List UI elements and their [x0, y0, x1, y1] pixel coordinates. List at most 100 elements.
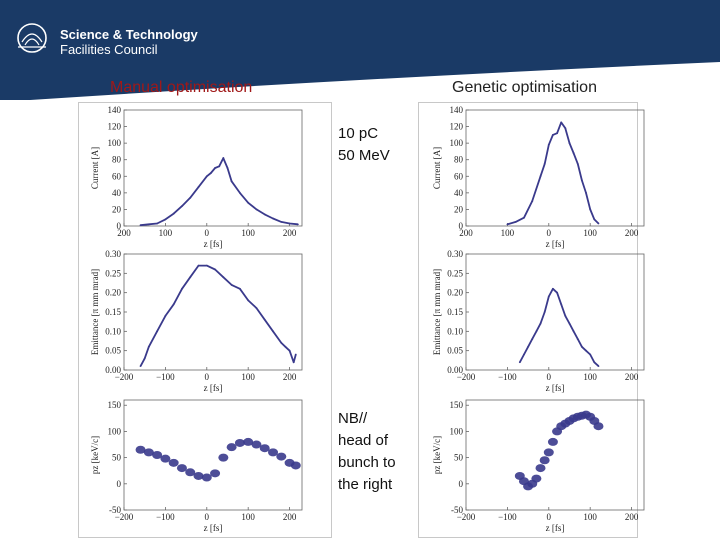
y-tick-label: 100 [450, 138, 464, 148]
y-tick-label: 100 [108, 426, 122, 436]
data-point [568, 142, 571, 145]
data-point [296, 223, 299, 226]
data-point [181, 287, 183, 290]
y-tick-label: 0.15 [447, 307, 463, 317]
scatter-point [268, 448, 279, 457]
manual-emittance-chart: 0.00 0.05 0.10 0.15 0.20 0.25 0.30 −200 −100 0 100… [90, 249, 303, 393]
data-point [523, 353, 525, 356]
x-tick-label: 200 [283, 372, 297, 382]
data-point [272, 217, 274, 220]
y-tick-label: 0 [117, 479, 122, 489]
direction-note: NB// head of bunch to the right [338, 408, 396, 496]
y-tick-label: 40 [454, 188, 464, 198]
data-point [585, 191, 587, 194]
y-tick-label: 0.20 [105, 288, 121, 298]
x-tick-label: 0 [547, 512, 552, 522]
x-tick-label: −100 [498, 372, 517, 382]
data-point [197, 264, 200, 267]
data-point [535, 330, 538, 333]
plot-frame [123, 253, 303, 371]
scatter-point [539, 456, 550, 465]
scatter-point [234, 438, 245, 447]
data-point [139, 224, 142, 227]
y-tick-label: 120 [108, 122, 122, 132]
y-axis-label: Current [A] [90, 147, 100, 189]
scatter-point [218, 453, 229, 462]
data-point [189, 276, 192, 279]
data-point [539, 175, 542, 178]
x-axis-label: z [fs] [546, 239, 565, 249]
data-point [230, 180, 233, 183]
data-point [205, 175, 208, 178]
data-point [284, 345, 287, 348]
y-tick-label: 0.15 [105, 307, 121, 317]
x-axis-label: z [fs] [204, 383, 223, 393]
x-tick-label: −200 [115, 372, 134, 382]
data-point [560, 121, 563, 124]
scatter-point [185, 468, 196, 477]
plot-frame [465, 109, 645, 227]
data-point [164, 218, 167, 221]
series-line [140, 157, 298, 227]
data-point [239, 287, 241, 290]
data-point [280, 342, 283, 344]
data-point [564, 127, 567, 130]
x-axis-label: z [fs] [204, 523, 223, 533]
y-tick-label: 100 [108, 138, 122, 148]
data-point [585, 349, 587, 352]
data-point [543, 162, 546, 165]
data-point [210, 172, 212, 174]
genetic-heading: Genetic optimisation [452, 79, 597, 96]
x-tick-label: 100 [159, 228, 173, 238]
data-point [593, 361, 596, 364]
series-line [507, 121, 600, 226]
y-tick-label: 0.20 [447, 288, 463, 298]
x-tick-label: 0 [547, 372, 552, 382]
data-point [593, 218, 596, 221]
y-tick-label: 0.30 [447, 249, 463, 259]
data-point [589, 353, 592, 356]
data-point [263, 213, 266, 216]
scatter-point [243, 437, 254, 446]
data-point [218, 165, 221, 168]
data-point [255, 208, 258, 211]
direction-line-3: bunch to [338, 454, 396, 471]
plot-frame [465, 399, 645, 511]
y-tick-label: 150 [108, 400, 122, 410]
y-tick-label: 0.25 [105, 268, 121, 278]
y-tick-label: 0.05 [105, 346, 121, 356]
data-point [547, 143, 550, 146]
x-axis-label: z [fs] [546, 523, 565, 533]
data-point [139, 365, 142, 368]
y-tick-label: 140 [450, 105, 464, 115]
y-tick-label: 20 [454, 204, 464, 214]
data-point [572, 152, 575, 154]
y-tick-label: 0.00 [105, 365, 121, 375]
data-point [292, 361, 295, 364]
y-tick-label: 50 [112, 453, 122, 463]
scatter-point [535, 464, 546, 473]
y-tick-label: 60 [454, 171, 464, 181]
y-tick-label: 20 [112, 204, 122, 214]
data-point [172, 303, 175, 306]
data-point [514, 220, 517, 223]
data-point [523, 216, 525, 219]
org-name-line2: Facilities Council [60, 42, 158, 57]
data-point [552, 287, 554, 290]
data-point [576, 162, 579, 165]
data-point [239, 191, 241, 194]
data-point [222, 276, 225, 279]
manual-heading: Manual optimisation [110, 79, 253, 96]
data-point [214, 268, 216, 271]
data-point [527, 345, 529, 348]
data-point [288, 349, 291, 352]
series-line [139, 264, 297, 367]
scatter-point [135, 445, 146, 454]
scatter-point [226, 443, 237, 452]
y-tick-label: 0.00 [447, 365, 463, 375]
scatter-point [168, 458, 179, 467]
x-tick-label: 200 [283, 512, 297, 522]
header-banner [0, 0, 720, 100]
genetic-panel-frame [418, 102, 638, 538]
manual-current-chart: 0 20 40 60 80 100 120 140 200 100 0 100 200 z [fs] Cur… [90, 105, 303, 249]
